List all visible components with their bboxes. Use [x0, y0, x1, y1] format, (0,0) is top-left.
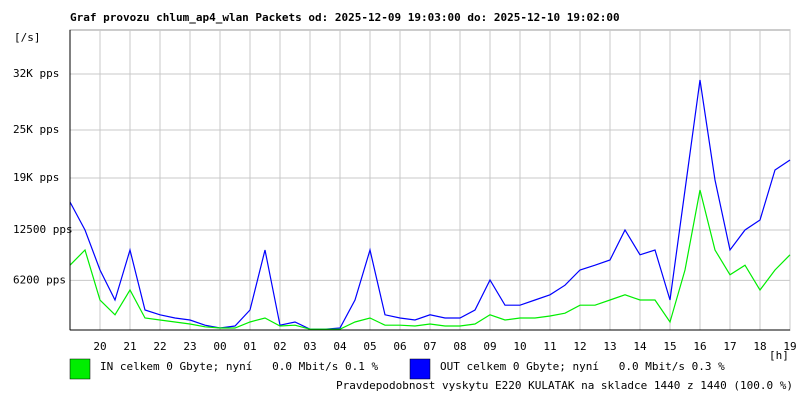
x-axis-label: [h]	[769, 349, 789, 362]
x-tick-label: 09	[483, 340, 496, 353]
footnote: Pravdepodobnost vyskytu E220 KULATAK na …	[336, 379, 793, 392]
y-axis-label: [/s]	[14, 31, 41, 44]
x-tick-label: 03	[303, 340, 316, 353]
x-tick-label: 07	[423, 340, 436, 353]
y-tick-label: 6200 pps	[13, 273, 66, 286]
x-tick-label: 11	[543, 340, 556, 353]
chart-title: Graf provozu chlum_ap4_wlan Packets od: …	[70, 11, 620, 24]
x-tick-label: 21	[123, 340, 136, 353]
x-tick-label: 04	[333, 340, 347, 353]
y-tick-label: 19K pps	[13, 171, 59, 184]
y-tick-label: 12500 pps	[13, 223, 73, 236]
x-tick-label: 08	[453, 340, 466, 353]
legend-label: OUT celkem 0 Gbyte; nyní 0.0 Mbit/s 0.3 …	[440, 360, 725, 373]
y-tick-label: 32K pps	[13, 67, 59, 80]
x-tick-label: 05	[363, 340, 376, 353]
x-tick-label: 20	[93, 340, 106, 353]
y-tick-label: 25K pps	[13, 123, 59, 136]
x-tick-label: 06	[393, 340, 406, 353]
legend-swatch	[69, 358, 91, 380]
x-tick-label: 16	[693, 340, 706, 353]
x-tick-label: 02	[273, 340, 286, 353]
series-line	[69, 79, 791, 330]
x-tick-label: 01	[243, 340, 256, 353]
x-tick-label: 17	[723, 340, 736, 353]
series-line	[69, 189, 791, 330]
x-tick-label: 15	[663, 340, 676, 353]
x-tick-label: 00	[213, 340, 226, 353]
x-tick-label: 10	[513, 340, 526, 353]
x-tick-label: 12	[573, 340, 586, 353]
x-tick-label: 23	[183, 340, 196, 353]
legend-swatch	[409, 358, 431, 380]
x-tick-label: 22	[153, 340, 166, 353]
legend-label: IN celkem 0 Gbyte; nyní 0.0 Mbit/s 0.1 %	[100, 360, 379, 373]
x-tick-label: 14	[633, 340, 647, 353]
x-tick-label: 18	[753, 340, 766, 353]
x-tick-label: 19	[783, 340, 796, 353]
x-tick-label: 13	[603, 340, 616, 353]
